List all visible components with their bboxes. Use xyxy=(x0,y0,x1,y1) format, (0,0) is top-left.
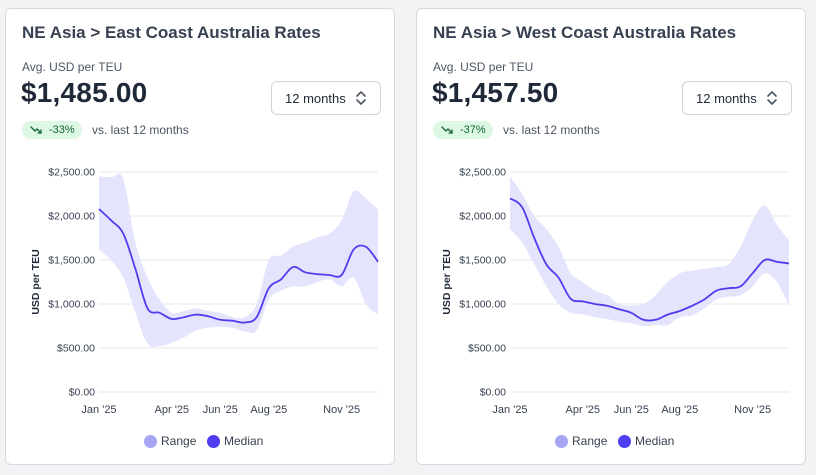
y-tick-label: $0.00 xyxy=(69,387,95,399)
period-select[interactable]: 12 months xyxy=(271,81,381,115)
y-tick-label: $2,500.00 xyxy=(48,167,95,179)
y-axis-title: USD per TEU xyxy=(30,249,42,314)
median-line xyxy=(509,197,790,322)
median-line xyxy=(98,208,379,324)
y-tick-label: $500.00 xyxy=(57,343,95,355)
y-tick-label: $1,500.00 xyxy=(48,255,95,267)
legend-swatch-range xyxy=(555,435,568,448)
legend-swatch-median xyxy=(618,435,631,448)
y-tick-label: $2,000.00 xyxy=(48,211,95,223)
period-select-label: 12 months xyxy=(696,91,757,106)
x-tick-label: Nov '25 xyxy=(734,404,771,416)
chevron-up-down-icon xyxy=(767,91,777,105)
card-title: NE Asia > East Coast Australia Rates xyxy=(22,23,321,42)
legend-label-median: Median xyxy=(224,434,264,448)
change-badge: -37% xyxy=(433,121,493,139)
legend-swatch-median xyxy=(207,435,220,448)
rates-card-west: NE Asia > West Coast Australia Rates Avg… xyxy=(416,8,806,465)
period-select[interactable]: 12 months xyxy=(682,81,792,115)
rates-chart-east: $0.00 $500.00 $1,000.00 $1,500.00 $2,000.00 $… xyxy=(30,167,379,416)
card-title: NE Asia > West Coast Australia Rates xyxy=(433,23,737,42)
change-percent: -37% xyxy=(460,124,486,136)
x-tick-label: Jun '25 xyxy=(614,404,649,416)
x-tick-label: Nov '25 xyxy=(323,404,360,416)
range-band xyxy=(99,173,378,348)
range-band xyxy=(510,176,789,327)
rates-chart-west: $0.00 $500.00 $1,000.00 $1,500.00 $2,000.00 $… xyxy=(441,167,790,416)
change-percent: -33% xyxy=(49,124,75,136)
y-tick-label: $1,000.00 xyxy=(48,299,95,311)
chart-legend: Range Median xyxy=(6,431,394,451)
legend-label-range: Range xyxy=(572,434,608,448)
y-tick-label: $0.00 xyxy=(480,387,506,399)
y-tick-label: $2,000.00 xyxy=(459,211,506,223)
change-badge: -33% xyxy=(22,121,82,139)
x-tick-label: Jan '25 xyxy=(492,404,527,416)
chevron-up-down-icon xyxy=(356,91,366,105)
comparison-text: vs. last 12 months xyxy=(92,123,189,137)
card-subtitle: Avg. USD per TEU xyxy=(22,60,123,74)
y-tick-label: $500.00 xyxy=(468,343,506,355)
x-tick-label: Aug '25 xyxy=(661,404,698,416)
x-tick-label: Jun '25 xyxy=(203,404,238,416)
y-tick-label: $2,500.00 xyxy=(459,167,506,179)
rates-card-east: NE Asia > East Coast Australia Rates Avg… xyxy=(5,8,395,465)
trend-down-icon xyxy=(441,126,453,134)
legend-swatch-range xyxy=(144,435,157,448)
y-tick-label: $1,500.00 xyxy=(459,255,506,267)
trend-down-icon xyxy=(30,126,42,134)
legend-label-median: Median xyxy=(635,434,675,448)
y-axis-title: USD per TEU xyxy=(441,249,453,314)
x-tick-label: Apr '25 xyxy=(566,404,601,416)
comparison-text: vs. last 12 months xyxy=(503,123,600,137)
x-tick-label: Aug '25 xyxy=(250,404,287,416)
avg-rate-value: $1,485.00 xyxy=(21,77,148,108)
period-select-label: 12 months xyxy=(285,91,346,106)
y-tick-label: $1,000.00 xyxy=(459,299,506,311)
card-subtitle: Avg. USD per TEU xyxy=(433,60,534,74)
x-tick-label: Apr '25 xyxy=(155,404,190,416)
x-tick-label: Jan '25 xyxy=(81,404,116,416)
avg-rate-value: $1,457.50 xyxy=(432,77,559,108)
chart-legend: Range Median xyxy=(417,431,805,451)
legend-label-range: Range xyxy=(161,434,197,448)
